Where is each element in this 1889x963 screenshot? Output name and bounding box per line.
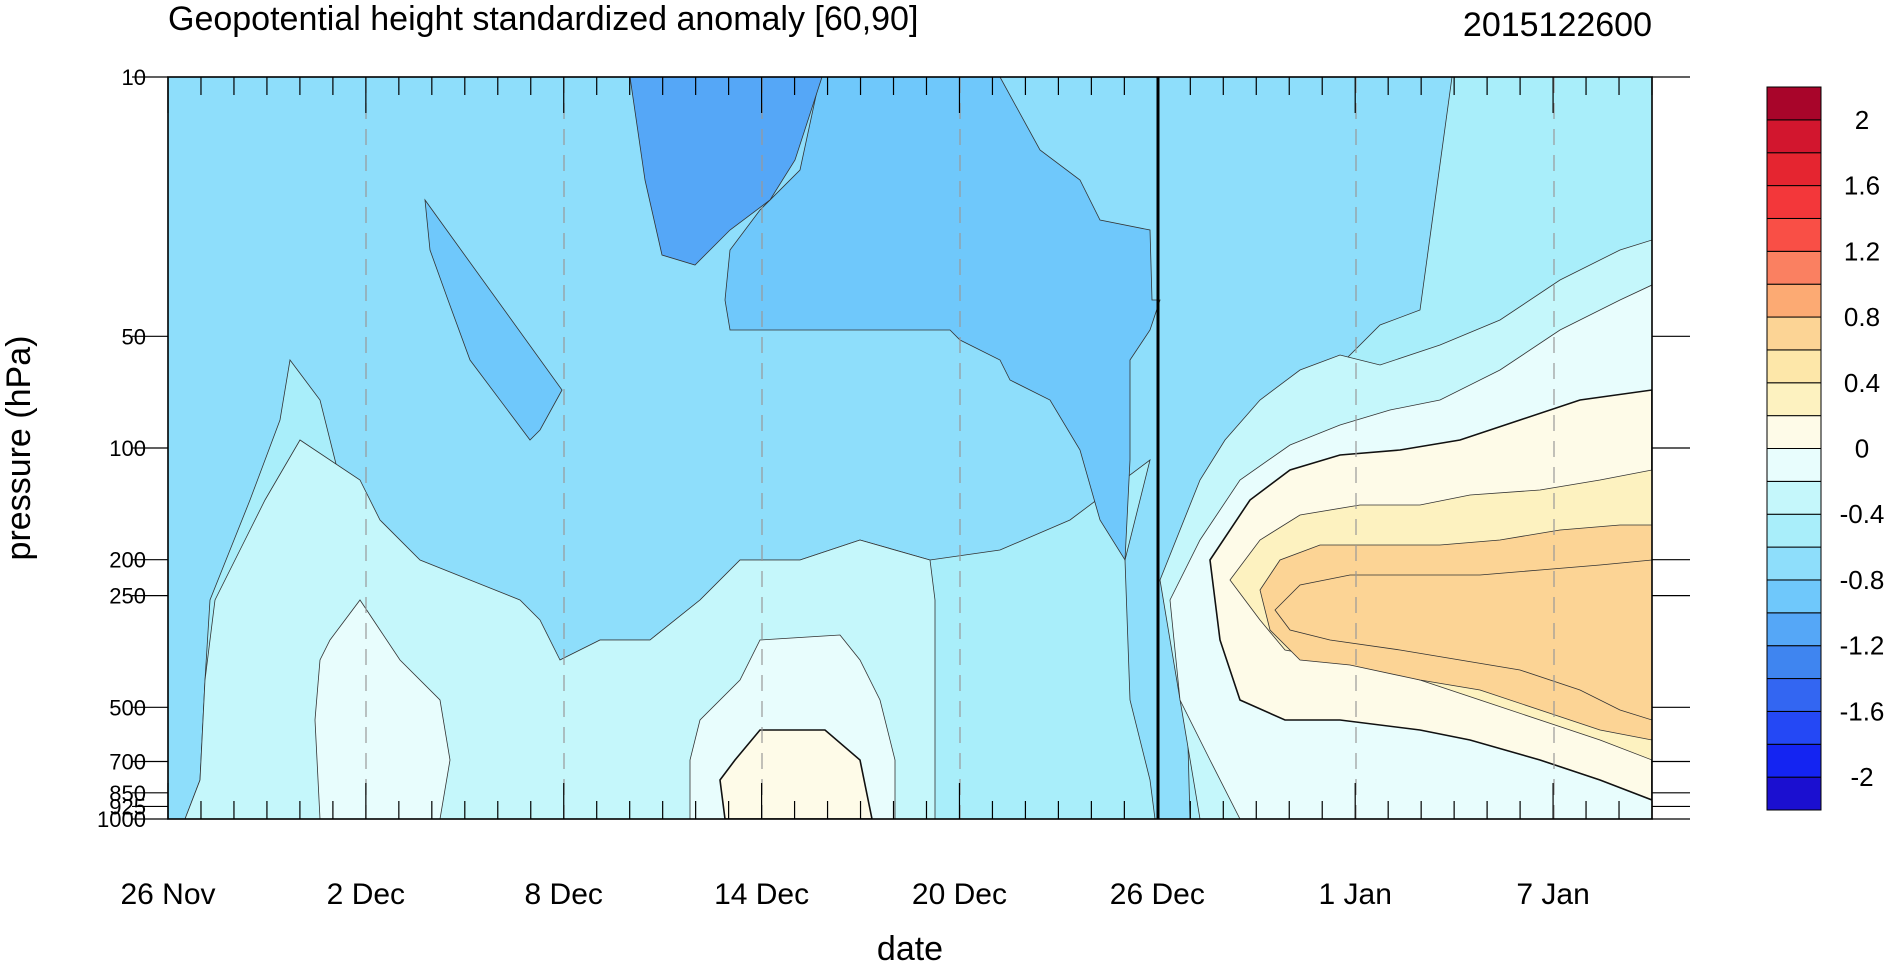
colorbar-swatch <box>1766 316 1822 351</box>
colorbar-swatch <box>1766 678 1822 712</box>
x-tick-label: 26 Nov <box>120 878 215 911</box>
y-tick-label: 100 <box>109 436 146 461</box>
colorbar-label: 1.6 <box>1844 171 1880 201</box>
colorbar-swatch <box>1766 86 1822 121</box>
x-axis-label: date <box>877 930 943 963</box>
y-tick-label: 50 <box>122 324 146 349</box>
field-region-neg10 <box>629 77 823 266</box>
x-tick-label: 2 Dec <box>327 878 405 911</box>
colorbar-swatch <box>1766 250 1822 285</box>
colorbar-swatch <box>1766 743 1822 778</box>
colorbar-swatch <box>1766 645 1822 680</box>
date-gridlines <box>365 77 1555 819</box>
chart-timestamp: 2015122600 <box>1463 6 1652 44</box>
colorbar-swatch <box>1766 382 1822 417</box>
x-tick-label: 8 Dec <box>525 878 603 911</box>
y-axis-label: pressure (hPa) <box>0 336 38 561</box>
y-tick-label: 200 <box>109 548 146 573</box>
colorbar-swatch <box>1766 217 1822 252</box>
colorbar-label: -0.4 <box>1840 499 1885 529</box>
colorbar-label: 0 <box>1855 434 1869 464</box>
y-tick-label: 10 <box>122 65 146 90</box>
field-region-neg08 <box>424 77 1161 562</box>
colorbar-label: -0.8 <box>1840 565 1885 595</box>
y-tick-label: 925 <box>109 794 146 819</box>
field-region-positive-pocket <box>719 729 873 819</box>
colorbar: 2 1.6 1.2 0.8 0.4 0 -0.4 -0.8 -1.2 -1.6 -2 <box>1766 86 1885 811</box>
colorbar-swatch <box>1766 480 1822 515</box>
field-region-pos08-right <box>1274 559 1652 721</box>
y-tick-label: 500 <box>109 695 146 720</box>
colorbar-label: 0.8 <box>1844 302 1880 332</box>
colorbar-swatch <box>1766 152 1822 187</box>
colorbar-swatch <box>1766 513 1822 548</box>
colorbar-label: 1.2 <box>1844 236 1880 266</box>
y-tick-label: 850 <box>109 781 146 806</box>
colorbar-label: -1.2 <box>1840 631 1885 661</box>
y-tick-label: 250 <box>109 584 146 609</box>
colorbar-swatch <box>1766 612 1822 647</box>
colorbar-swatch <box>1766 185 1822 219</box>
colorbar-swatch <box>1766 579 1822 614</box>
colorbar-swatch <box>1766 415 1822 449</box>
contour-field <box>168 77 1652 819</box>
field-region-zero-pocket-1 <box>314 599 451 819</box>
colorbar-swatch <box>1766 546 1822 581</box>
x-tick-label: 1 Jan <box>1319 878 1392 911</box>
colorbar-swatch <box>1766 349 1822 384</box>
colorbar-label: 2 <box>1855 105 1869 135</box>
x-tick-label: 26 Dec <box>1110 878 1205 911</box>
chart-title: Geopotential height standardized anomaly… <box>168 0 918 38</box>
colorbar-swatch <box>1766 119 1822 154</box>
y-tick-label: 700 <box>109 750 146 775</box>
colorbar-label: 0.4 <box>1844 368 1880 398</box>
colorbar-swatch <box>1766 283 1822 318</box>
colorbar-label: -2 <box>1850 762 1873 792</box>
colorbar-label: -1.6 <box>1840 696 1885 726</box>
x-tick-label: 7 Jan <box>1516 878 1589 911</box>
colorbar-swatch <box>1766 710 1822 745</box>
x-tick-label: 14 Dec <box>714 878 809 911</box>
x-axis: 26 Nov 2 Dec 8 Dec 14 Dec 20 Dec 26 Dec 1 Jan 7… <box>120 77 1653 911</box>
x-tick-label: 20 Dec <box>912 878 1007 911</box>
colorbar-swatch <box>1766 776 1822 811</box>
colorbar-swatch <box>1766 448 1822 482</box>
y-tick-label: 1000 <box>97 807 146 832</box>
